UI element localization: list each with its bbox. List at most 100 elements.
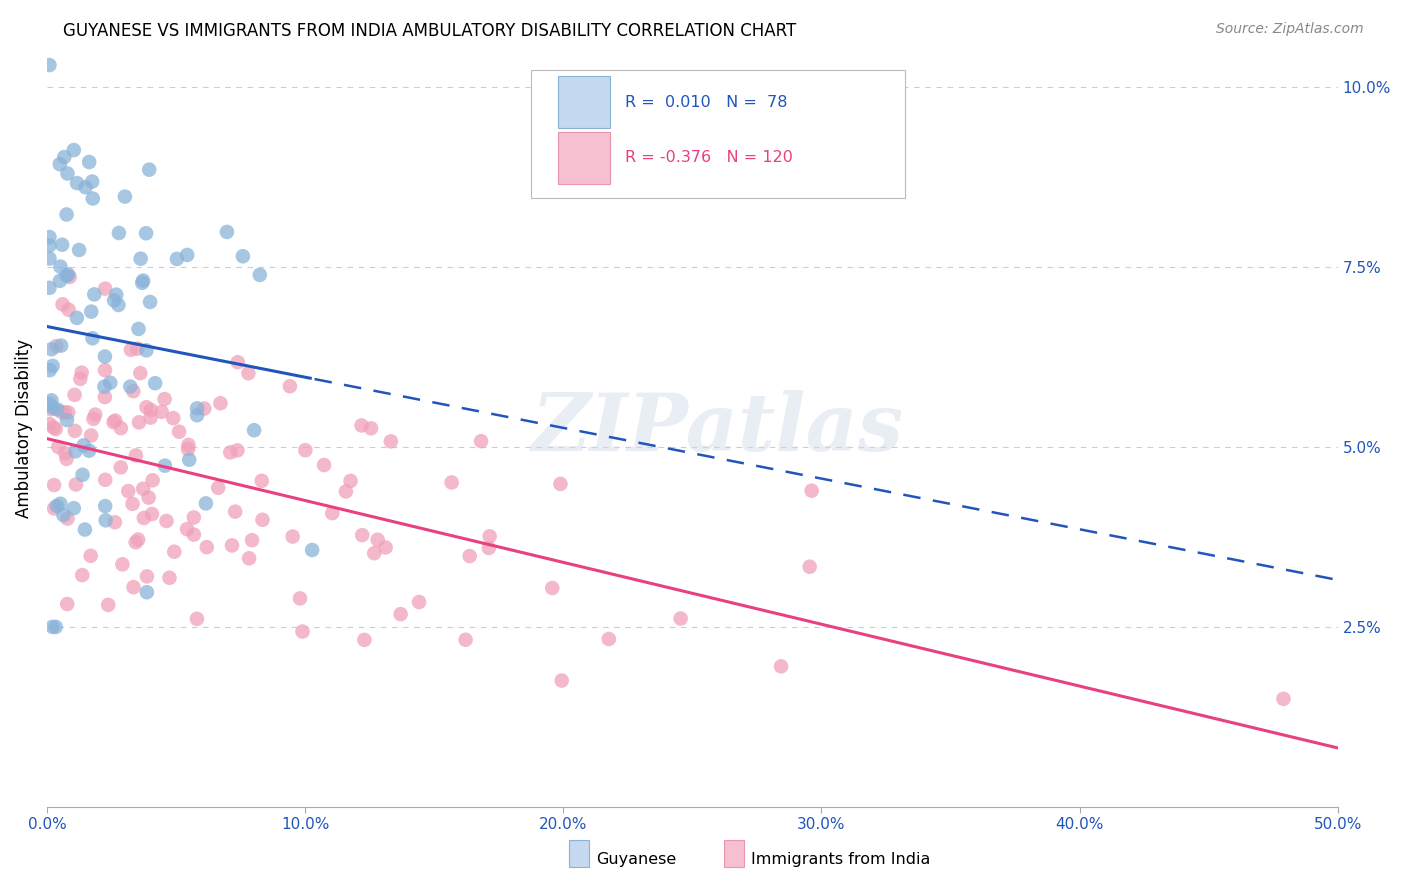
Point (232, 249, 254, 263)
Point (110, 421, 132, 435)
Point (55, 207, 77, 221)
Point (135, 226, 157, 240)
Point (56, 511, 79, 525)
Point (143, 376, 166, 391)
Point (219, 445, 242, 459)
Point (56, 166, 79, 180)
Point (38, 281, 60, 295)
Point (142, 473, 165, 487)
Text: R = -0.376   N = 120: R = -0.376 N = 120 (626, 150, 793, 165)
Point (80, 549, 103, 563)
Point (350, 418, 373, 433)
Point (221, 538, 243, 552)
Text: Guyanese: Guyanese (596, 852, 676, 867)
Point (139, 295, 162, 310)
Point (162, 411, 184, 425)
Point (360, 421, 382, 435)
Point (82, 175, 104, 189)
Point (128, 415, 150, 429)
Point (62, 143, 84, 157)
Point (209, 396, 232, 410)
Point (367, 533, 389, 547)
Point (770, 659, 793, 673)
Point (132, 274, 155, 288)
Point (129, 252, 152, 266)
Point (125, 449, 148, 463)
Point (195, 540, 218, 554)
Point (177, 442, 200, 456)
Point (52, 508, 75, 522)
Point (41, 343, 63, 357)
Point (58, 405, 80, 419)
Point (45, 422, 67, 436)
Point (141, 507, 163, 521)
Point (153, 458, 176, 473)
Point (41, 359, 63, 373)
Point (45, 620, 67, 634)
Point (49, 497, 72, 511)
Point (541, 581, 564, 595)
Point (94, 473, 117, 487)
Point (65, 477, 87, 491)
Point (163, 545, 186, 559)
Point (207, 481, 229, 495)
Point (440, 475, 463, 490)
Point (49, 157, 72, 171)
Point (45, 499, 67, 513)
Point (46, 440, 69, 454)
Point (281, 530, 304, 544)
Point (107, 298, 129, 312)
Point (194, 496, 217, 510)
Point (122, 580, 145, 594)
Point (42, 420, 65, 434)
Point (291, 624, 314, 639)
Point (301, 543, 323, 558)
Point (176, 248, 198, 262)
Point (127, 533, 149, 547)
Point (108, 226, 131, 240)
Point (110, 460, 132, 475)
Point (127, 342, 149, 356)
Point (53, 405, 76, 419)
Point (72, 467, 94, 482)
Point (238, 366, 260, 380)
Point (374, 541, 396, 555)
Text: Source: ZipAtlas.com: Source: ZipAtlas.com (1216, 22, 1364, 37)
Point (69, 372, 91, 386)
Point (353, 632, 375, 647)
Point (70, 366, 93, 380)
Point (186, 612, 208, 626)
Point (56, 268, 79, 282)
Point (250, 474, 273, 488)
Point (41, 393, 63, 408)
Point (179, 452, 201, 467)
Point (77, 155, 100, 169)
Point (224, 505, 246, 519)
Point (94, 499, 117, 513)
Text: ZIPatlas: ZIPatlas (531, 390, 904, 467)
Point (59, 270, 82, 285)
Point (111, 558, 134, 572)
FancyBboxPatch shape (558, 132, 610, 184)
Point (38, 238, 60, 252)
Point (77, 443, 100, 458)
Point (127, 322, 149, 336)
Point (155, 514, 177, 528)
Text: R =  0.010   N =  78: R = 0.010 N = 78 (626, 95, 787, 110)
Point (120, 343, 142, 357)
Point (105, 287, 128, 301)
Point (49, 260, 72, 274)
Point (93, 379, 115, 393)
Point (114, 189, 136, 203)
Point (335, 484, 357, 499)
Point (103, 415, 125, 429)
Point (120, 379, 142, 393)
Point (352, 528, 374, 542)
Point (243, 423, 266, 437)
Point (478, 529, 501, 543)
Point (51, 405, 73, 419)
Point (153, 392, 176, 406)
Point (288, 591, 311, 606)
Point (226, 355, 249, 369)
Point (138, 162, 160, 177)
